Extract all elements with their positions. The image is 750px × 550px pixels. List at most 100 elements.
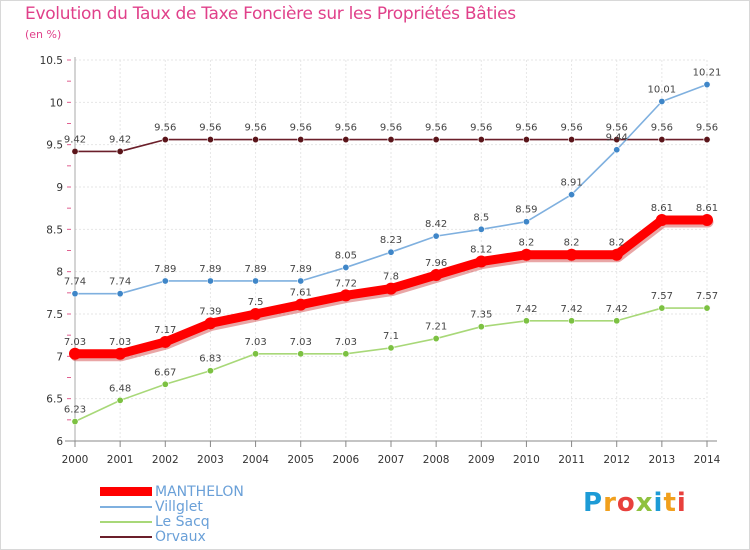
data-label-orvaux: 9.42 [64, 134, 86, 145]
data-label-orvaux: 9.56 [560, 123, 582, 134]
data-point-manthelon [294, 298, 307, 311]
data-label-villalet: 7.74 [64, 277, 86, 288]
data-label-le-sacq: 6.48 [109, 383, 131, 394]
data-point-le-sacq [522, 317, 530, 325]
data-point-villalet [387, 248, 395, 256]
data-label-manthelon: 8.61 [696, 203, 718, 214]
data-point-manthelon [475, 255, 488, 268]
data-label-villalet: 7.89 [199, 264, 221, 275]
x-tick-label: 2003 [197, 454, 224, 466]
data-point-orvaux [387, 136, 395, 144]
x-tick-label: 2001 [107, 454, 134, 466]
data-point-orvaux [658, 136, 666, 144]
y-tick-label: 10.5 [40, 55, 63, 67]
data-point-orvaux [477, 136, 485, 144]
data-point-le-sacq [477, 323, 485, 331]
data-point-manthelon [565, 248, 578, 261]
data-label-villalet: 8.91 [560, 178, 582, 189]
data-label-le-sacq: 7.03 [335, 337, 357, 348]
legend-label-villglet: Villglet [155, 499, 203, 515]
data-label-manthelon: 7.72 [335, 278, 357, 289]
data-label-orvaux: 9.56 [470, 123, 492, 134]
y-tick-label: 7 [56, 351, 63, 363]
data-point-villalet [432, 232, 440, 240]
data-label-manthelon: 7.5 [248, 297, 264, 308]
x-tick-label: 2005 [287, 454, 314, 466]
data-label-le-sacq: 7.57 [696, 291, 718, 302]
logo-letter: P [583, 488, 604, 518]
data-point-le-sacq [703, 304, 711, 312]
data-point-manthelon [655, 214, 668, 227]
data-point-manthelon [69, 347, 81, 360]
data-label-le-sacq: 6.83 [199, 354, 221, 365]
data-point-villalet [522, 218, 530, 226]
data-point-manthelon [430, 269, 443, 282]
data-point-le-sacq [658, 304, 666, 312]
logo-letter: o [616, 488, 636, 518]
data-point-orvaux [568, 136, 576, 144]
y-tick-label: 10 [50, 97, 63, 109]
x-tick-label: 2002 [152, 454, 179, 466]
legend-label-le-sacq: Le Sacq [155, 514, 210, 530]
x-tick-label: 2011 [558, 454, 585, 466]
data-point-villalet [116, 290, 124, 298]
data-point-orvaux [613, 136, 621, 144]
data-point-villalet [658, 97, 666, 105]
data-point-manthelon [520, 248, 533, 261]
data-label-villalet: 8.42 [425, 219, 447, 230]
x-tick-label: 2004 [242, 454, 269, 466]
data-label-le-sacq: 7.21 [425, 322, 447, 333]
data-point-le-sacq [342, 350, 350, 358]
data-point-villalet [206, 277, 214, 285]
data-label-le-sacq: 7.57 [651, 291, 673, 302]
data-point-manthelon [204, 317, 217, 330]
data-point-villalet [71, 290, 79, 298]
data-point-orvaux [522, 136, 530, 144]
data-label-le-sacq: 7.03 [244, 337, 266, 348]
data-label-orvaux: 9.42 [109, 134, 131, 145]
logo-letter: r [603, 488, 617, 518]
x-tick-label: 2010 [513, 454, 540, 466]
data-point-orvaux [342, 136, 350, 144]
data-label-villalet: 9.44 [606, 133, 628, 144]
data-point-manthelon [249, 308, 262, 320]
data-label-manthelon: 7.61 [290, 288, 312, 299]
data-label-manthelon: 7.8 [383, 272, 399, 283]
data-point-le-sacq [297, 350, 305, 358]
data-label-orvaux: 9.56 [244, 123, 266, 134]
y-tick-label: 6.5 [46, 394, 63, 406]
legend-swatch-villglet [100, 506, 152, 508]
logo-letter: i [676, 488, 687, 518]
data-label-le-sacq: 7.42 [560, 304, 582, 315]
data-label-villalet: 7.89 [290, 264, 312, 275]
legend-label-orvaux: Orvaux [155, 529, 206, 545]
data-point-villalet [297, 277, 305, 285]
data-label-villalet: 7.89 [154, 264, 176, 275]
x-tick-label: 2009 [468, 454, 495, 466]
data-label-villalet: 8.59 [515, 205, 537, 216]
proxiti-logo: Proxiti [583, 488, 687, 518]
legend-label-manthelon: MANTHELON [155, 484, 244, 500]
data-point-orvaux [297, 136, 305, 144]
data-point-orvaux [206, 136, 214, 144]
data-label-orvaux: 9.56 [696, 123, 718, 134]
data-label-orvaux: 9.56 [515, 123, 537, 134]
x-tick-label: 2006 [332, 454, 359, 466]
data-label-manthelon: 7.03 [64, 337, 86, 348]
logo-letter: i [653, 488, 664, 518]
data-label-le-sacq: 6.67 [154, 367, 176, 378]
data-point-le-sacq [71, 418, 79, 426]
data-label-orvaux: 9.56 [651, 123, 673, 134]
x-tick-label: 2014 [694, 454, 721, 466]
data-label-villalet: 7.74 [109, 277, 131, 288]
data-point-villalet [568, 191, 576, 199]
data-label-le-sacq: 7.42 [515, 304, 537, 315]
y-tick-label: 9.5 [46, 140, 63, 152]
data-label-manthelon: 8.12 [470, 245, 492, 256]
data-point-orvaux [71, 147, 79, 155]
data-label-manthelon: 8.2 [609, 238, 625, 249]
data-point-villalet [477, 225, 485, 233]
data-label-le-sacq: 6.23 [64, 405, 86, 416]
data-point-le-sacq [387, 344, 395, 352]
data-point-manthelon [159, 335, 172, 348]
